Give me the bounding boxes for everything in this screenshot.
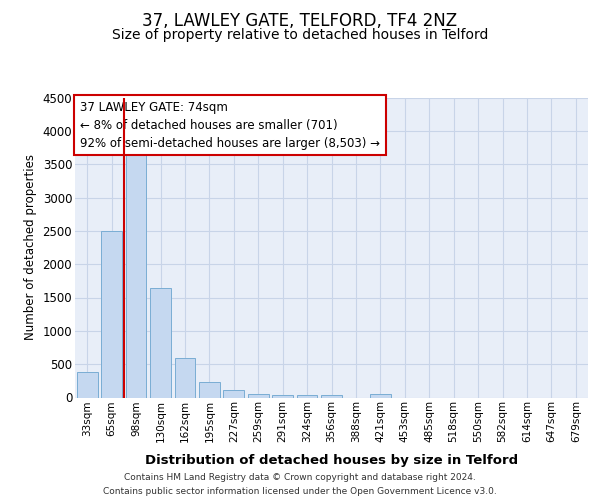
Bar [77, 372, 98, 398]
Text: Contains HM Land Registry data © Crown copyright and database right 2024.: Contains HM Land Registry data © Crown c… [124, 472, 476, 482]
Bar [101, 231, 122, 398]
Bar [296, 395, 317, 398]
Bar [199, 382, 220, 398]
Bar [150, 288, 171, 398]
Y-axis label: Number of detached properties: Number of detached properties [24, 154, 37, 340]
Bar [370, 394, 391, 398]
Bar [248, 394, 269, 398]
X-axis label: Distribution of detached houses by size in Telford: Distribution of detached houses by size … [145, 454, 518, 466]
Text: 37, LAWLEY GATE, TELFORD, TF4 2NZ: 37, LAWLEY GATE, TELFORD, TF4 2NZ [142, 12, 458, 30]
Bar [321, 395, 342, 398]
Bar [223, 390, 244, 398]
Bar [125, 148, 146, 398]
Text: Size of property relative to detached houses in Telford: Size of property relative to detached ho… [112, 28, 488, 42]
Bar [175, 358, 196, 398]
Bar [272, 394, 293, 398]
Text: Contains public sector information licensed under the Open Government Licence v3: Contains public sector information licen… [103, 488, 497, 496]
Text: 37 LAWLEY GATE: 74sqm
← 8% of detached houses are smaller (701)
92% of semi-deta: 37 LAWLEY GATE: 74sqm ← 8% of detached h… [80, 100, 380, 150]
